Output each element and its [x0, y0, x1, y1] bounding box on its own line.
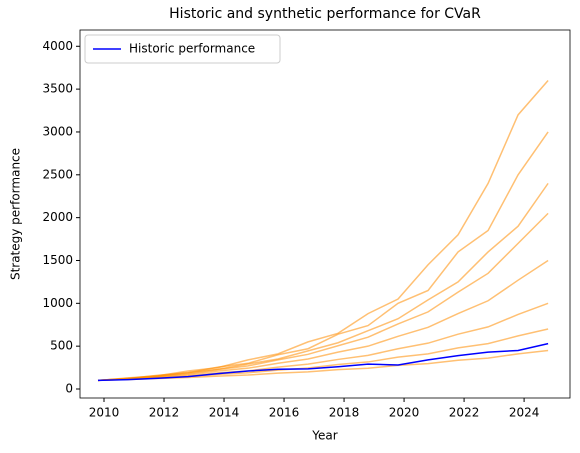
chart-title: Historic and synthetic performance for C… — [169, 6, 481, 22]
x-tick-label: 2022 — [449, 406, 480, 420]
x-tick-label: 2020 — [389, 406, 420, 420]
plot-frame — [79, 29, 571, 399]
x-tick-label: 2018 — [329, 406, 360, 420]
x-tick-label: 2024 — [509, 406, 540, 420]
x-tick-label: 2010 — [89, 406, 120, 420]
y-tick-label: 1500 — [42, 253, 73, 267]
x-tick-label: 2012 — [149, 406, 180, 420]
series-line — [97, 131, 549, 382]
series-line — [97, 328, 549, 382]
x-tick-label: 2016 — [269, 406, 300, 420]
y-tick-label: 2500 — [42, 167, 73, 181]
x-tick-label: 2014 — [209, 406, 240, 420]
series-line — [97, 182, 549, 382]
legend-label: Historic performance — [129, 42, 255, 56]
y-tick-label: 2000 — [42, 210, 73, 224]
y-axis-label: Strategy performance — [9, 148, 23, 280]
legend-box — [84, 34, 281, 64]
series-line — [97, 80, 549, 382]
y-tick-label: 500 — [50, 339, 73, 353]
x-axis-label: Year — [311, 429, 337, 443]
y-tick-label: 3500 — [42, 82, 73, 96]
y-tick-label: 3000 — [42, 124, 73, 138]
series-line — [97, 342, 549, 382]
y-tick-label: 1000 — [42, 296, 73, 310]
series-line — [97, 259, 549, 382]
y-tick-label: 0 — [65, 382, 73, 396]
y-tick-label: 4000 — [42, 39, 73, 53]
